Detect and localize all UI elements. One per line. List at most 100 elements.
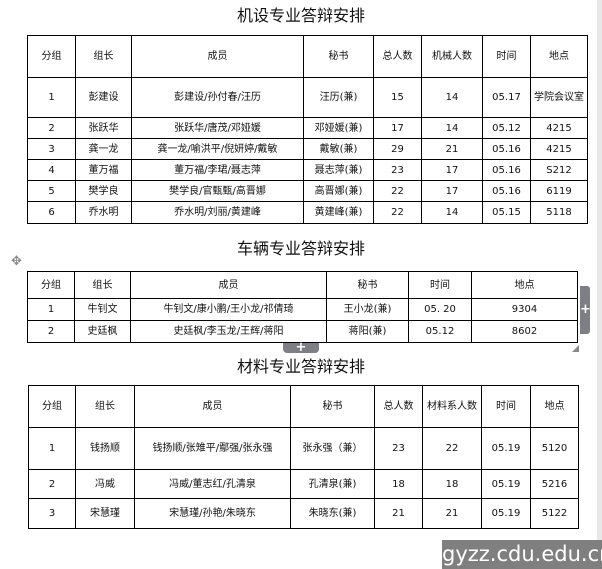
header-row: 分组 组长 成员 秘书 总人数 机械人数 时间 地点: [27, 35, 588, 78]
table-cell: 樊学良/官甄甄/高晋娜: [131, 180, 304, 202]
table1-title: 机设专业答辩安排: [236, 6, 365, 25]
table-cell: 宋慧瑾: [75, 498, 135, 529]
table-cell: 朱晓东(兼): [290, 498, 375, 529]
table-row: 2 冯威 冯威/董志红/孔清泉 孔清泉(兼) 18 18 05.19 5216: [28, 469, 579, 499]
table-cell: 05.19: [481, 427, 531, 470]
table-cell: 6: [27, 201, 76, 224]
add-column-icon[interactable]: +: [580, 286, 591, 334]
table-cell: 22: [373, 180, 422, 202]
table-cell: 23: [374, 427, 423, 470]
table-cell: 汪历(兼): [303, 77, 374, 118]
table-cell: 乔水明: [75, 201, 132, 224]
table-cell: 牛钊文/康小鹏/王小龙/祁倩琦: [130, 298, 327, 321]
column-header: 机械人数: [421, 35, 483, 78]
table-cell: 王小龙(兼): [326, 298, 409, 321]
column-header: 成员: [130, 271, 327, 299]
column-header: 分组: [28, 385, 76, 428]
table-cell: 乔水明/刘丽/黄建峰: [131, 201, 304, 224]
table-cell: 孔清泉(兼): [290, 469, 375, 499]
move-icon[interactable]: ✥: [11, 254, 22, 269]
table-cell: 4: [27, 159, 76, 181]
table-cell: 冯威: [75, 469, 135, 499]
table-cell: 董万福: [75, 159, 132, 181]
resize-handle-icon[interactable]: [572, 345, 579, 352]
table-cell: 05.19: [481, 469, 531, 499]
table-cell: 22: [422, 427, 482, 470]
column-header: 秘书: [303, 35, 374, 78]
table2: 分组 组长 成员 秘书 时间 地点 1 牛钊文 牛钊文/康小鹏/王小龙/祁倩琦 王小龙(兼) 05.…: [27, 271, 578, 343]
table-row: 3 宋慧瑾 宋慧瑾/孙艳/朱晓东 朱晓东(兼) 21 21 05.19 5122: [28, 498, 579, 529]
header-row: 分组 组长 成员 秘书 总人数 材料系人数 时间 地点: [28, 385, 579, 428]
table-cell: 5118: [530, 201, 588, 224]
column-header: 地点: [530, 35, 588, 78]
table-cell: 2: [28, 469, 76, 499]
table-cell: 1: [27, 298, 75, 321]
header-row: 分组 组长 成员 秘书 时间 地点: [27, 271, 578, 299]
column-header: 组长: [75, 35, 132, 78]
table-cell: 3: [28, 498, 76, 529]
table-row: 4 董万福 董万福/李珺/聂志萍 聂志萍(兼) 23 17 05.16 S212: [27, 159, 588, 181]
table-cell: 5: [27, 180, 76, 202]
table-cell: 9304: [471, 298, 578, 321]
table-cell: 黄建峰(兼): [303, 201, 374, 224]
table3: 分组 组长 成员 秘书 总人数 材料系人数 时间 地点 1 钱扬顺 钱扬顺/张雉平/鄢强/张永强 张永…: [28, 385, 579, 529]
table-cell: 05. 20: [408, 298, 472, 321]
table-cell: 张跃华: [75, 117, 132, 139]
column-header: 材料系人数: [422, 385, 482, 428]
table-cell: 龚一龙: [75, 138, 132, 160]
table-cell: 彭建设/孙付春/汪历: [131, 77, 304, 118]
column-header: 时间: [408, 271, 472, 299]
table-row: 1 彭建设 彭建设/孙付春/汪历 汪历(兼) 15 14 05.17 学院会议室: [27, 77, 588, 118]
table-cell: 5216: [530, 469, 579, 499]
table-row: 1 钱扬顺 钱扬顺/张雉平/鄢强/张永强 张永强（兼） 23 22 05.19 5120: [28, 427, 579, 470]
table-cell: 8602: [471, 320, 578, 343]
column-header: 成员: [134, 385, 291, 428]
table-cell: 05.15: [482, 201, 531, 224]
table1: 分组 组长 成员 秘书 总人数 机械人数 时间 地点 1 彭建设 彭建设/孙付春/汪历 汪历(兼) 15…: [27, 35, 588, 224]
table-cell: 樊学良: [75, 180, 132, 202]
table-cell: 2: [27, 117, 76, 139]
table-cell: S212: [530, 159, 588, 181]
table-cell: 21: [421, 138, 483, 160]
table-cell: 17: [421, 159, 483, 181]
table-cell: 05.12: [482, 117, 531, 139]
column-header: 分组: [27, 35, 76, 78]
table-cell: 1: [28, 427, 76, 470]
table-cell: 5120: [530, 427, 579, 470]
table3-title: 材料专业答辩安排: [236, 357, 365, 376]
column-header: 地点: [530, 385, 579, 428]
table-cell: 聂志萍(兼): [303, 159, 374, 181]
table-cell: 彭建设: [75, 77, 132, 118]
table-cell: 22: [373, 201, 422, 224]
table2-title: 车辆专业答辩安排: [236, 239, 365, 258]
table-cell: 21: [422, 498, 482, 529]
table-cell: 05.19: [481, 498, 531, 529]
table-cell: 23: [373, 159, 422, 181]
table-cell: 史廷枫/李玉龙/王辉/蒋阳: [130, 320, 327, 343]
column-header: 秘书: [290, 385, 375, 428]
column-header: 时间: [481, 385, 531, 428]
watermark: gyzz.cdu.edu.cn: [442, 540, 602, 569]
table-cell: 18: [422, 469, 482, 499]
table-cell: 高晋娜(兼): [303, 180, 374, 202]
column-header: 总人数: [373, 35, 422, 78]
table-cell: 张跃华/唐茂/邓娅媛: [131, 117, 304, 139]
table-cell: 宋慧瑾/孙艳/朱晓东: [134, 498, 291, 529]
table-cell: 董万福/李珺/聂志萍: [131, 159, 304, 181]
table-cell: 18: [374, 469, 423, 499]
column-header: 秘书: [326, 271, 409, 299]
column-header: 时间: [482, 35, 531, 78]
table-cell: 戴敏(兼): [303, 138, 374, 160]
table-cell: 蒋阳(兼): [326, 320, 409, 343]
table-cell: 15: [373, 77, 422, 118]
table-row: 2 张跃华 张跃华/唐茂/邓娅媛 邓娅媛(兼) 17 14 05.12 4215: [27, 117, 588, 139]
table-cell: 牛钊文: [74, 298, 131, 321]
table-cell: 龚一龙/喻洪平/倪妍婷/戴敏: [131, 138, 304, 160]
table-row: 6 乔水明 乔水明/刘丽/黄建峰 黄建峰(兼) 22 14 05.15 5118: [27, 201, 588, 224]
scrollbar[interactable]: [597, 0, 602, 569]
table-cell: 14: [421, 117, 483, 139]
table-cell: 29: [373, 138, 422, 160]
add-row-icon[interactable]: +: [283, 341, 319, 354]
table-row: 3 龚一龙 龚一龙/喻洪平/倪妍婷/戴敏 戴敏(兼) 29 21 05.16 4215: [27, 138, 588, 160]
table-row: 5 樊学良 樊学良/官甄甄/高晋娜 高晋娜(兼) 22 17 05.16 6119: [27, 180, 588, 202]
